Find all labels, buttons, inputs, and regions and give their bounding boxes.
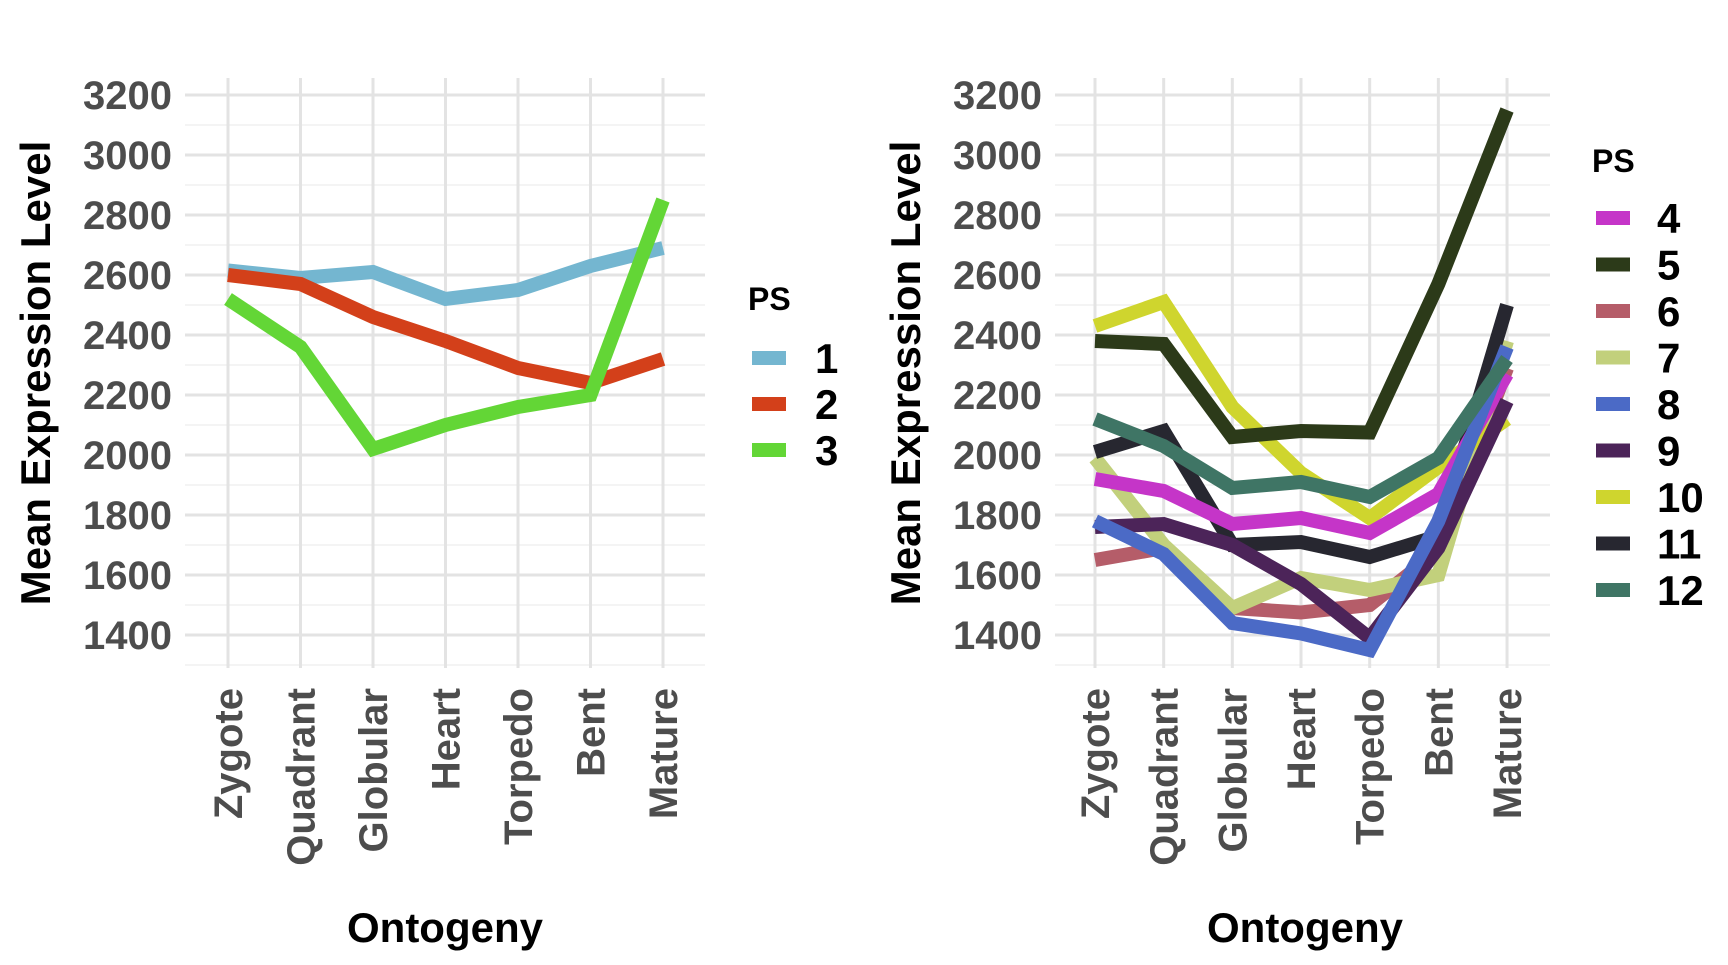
- x-tick-labels: Zygote Quadrant Globular Heart Torpedo Bent Ma…: [1074, 688, 1530, 866]
- x-tick-label: Heart: [425, 688, 469, 790]
- y-tick-label: 1600: [953, 554, 1042, 598]
- y-tick-label: 1800: [83, 494, 172, 538]
- x-tick-label: Zygote: [207, 688, 251, 819]
- y-tick-label: 1400: [953, 614, 1042, 658]
- y-tick-label: 2600: [83, 254, 172, 298]
- y-tick-label: 2000: [953, 434, 1042, 478]
- x-tick-label: Quadrant: [1143, 688, 1187, 866]
- y-axis-title: Mean Expression Level: [12, 141, 59, 606]
- series-line-ps-4: [1093, 370, 1514, 541]
- legend-item-ps-5: 5: [1596, 242, 1680, 289]
- series-line-ps-12: [1092, 355, 1513, 505]
- legend-title: PS: [748, 281, 791, 317]
- legend-title: PS: [1592, 143, 1635, 179]
- legend-item-ps-3: 3: [752, 427, 838, 474]
- x-axis-title: Ontogeny: [347, 904, 544, 951]
- legend-item-ps-2: 2: [752, 381, 838, 428]
- x-tick-label: Torpedo: [1349, 688, 1393, 845]
- chart-panel-1: 1400 1600 1800 2000 2200 2400 2600 2800 3000 3200…: [12, 74, 838, 951]
- y-tick-label: 3200: [83, 74, 172, 118]
- series-line-ps-9: [1094, 398, 1514, 648]
- legend-label: 5: [1657, 242, 1680, 289]
- chart-panel-2: 1400 1600 1800 2000 2200 2400 2600 2800 3000 3200…: [882, 74, 1704, 951]
- legend-label: 10: [1657, 474, 1704, 521]
- y-tick-label: 2600: [953, 254, 1042, 298]
- x-tick-label: Mature: [1486, 688, 1530, 819]
- y-tick-label: 2000: [83, 434, 172, 478]
- legend-item-ps-4: 4: [1596, 195, 1681, 242]
- x-tick-label: Torpedo: [497, 688, 541, 845]
- series-line-ps-3: [224, 197, 670, 458]
- y-tick-label: 2200: [83, 374, 172, 418]
- series-line-ps-8: [1091, 344, 1514, 659]
- legend-label: 7: [1657, 335, 1680, 382]
- x-tick-label: Heart: [1280, 688, 1324, 790]
- legend-label: 11: [1657, 521, 1701, 568]
- y-tick-label: 3000: [953, 134, 1042, 178]
- y-tick-label: 2800: [83, 194, 172, 238]
- x-axis-title: Ontogeny: [1207, 904, 1404, 951]
- x-tick-label: Mature: [642, 688, 686, 819]
- legend-item-ps-8: 8: [1596, 381, 1680, 428]
- y-tick-label: 1800: [953, 494, 1042, 538]
- series-lines: [224, 197, 670, 458]
- x-tick-label: Globular: [1211, 688, 1255, 852]
- y-tick-label: 2800: [953, 194, 1042, 238]
- y-tick-label: 1400: [83, 614, 172, 658]
- legend-label: 3: [815, 427, 838, 474]
- legend-label: 12: [1657, 567, 1704, 614]
- legend-label: 4: [1657, 195, 1681, 242]
- legend-label: 8: [1657, 381, 1680, 428]
- legend: PS 123: [748, 281, 838, 474]
- series-line-ps-10: [1092, 293, 1512, 527]
- legend-label: 9: [1657, 428, 1680, 475]
- legend-label: 1: [815, 335, 838, 382]
- y-tick-labels: 1400 1600 1800 2000 2200 2400 2600 2800 3000 3200: [83, 74, 172, 658]
- y-tick-label: 2400: [83, 314, 172, 358]
- y-tick-label: 1600: [83, 554, 172, 598]
- x-tick-label: Quadrant: [280, 688, 324, 866]
- x-tick-label: Bent: [1417, 688, 1461, 777]
- legend-item-ps-7: 7: [1596, 335, 1680, 382]
- y-axis-title: Mean Expression Level: [882, 141, 929, 606]
- x-tick-label: Globular: [352, 688, 396, 852]
- legend-item-ps-9: 9: [1596, 428, 1680, 475]
- x-tick-label: Bent: [570, 688, 614, 777]
- legend-label: 2: [815, 381, 838, 428]
- legend-item-ps-10: 10: [1596, 474, 1704, 521]
- y-tick-label: 2200: [953, 374, 1042, 418]
- y-tick-labels: 1400 1600 1800 2000 2200 2400 2600 2800 3000 3200: [953, 74, 1042, 658]
- series-lines: [1089, 107, 1514, 659]
- y-tick-label: 3000: [83, 134, 172, 178]
- series-line-ps-5: [1094, 107, 1514, 445]
- legend-item-ps-6: 6: [1596, 288, 1680, 335]
- y-tick-label: 3200: [953, 74, 1042, 118]
- legend-item-ps-12: 12: [1596, 567, 1704, 614]
- x-tick-label: Zygote: [1074, 688, 1118, 819]
- y-tick-label: 2400: [953, 314, 1042, 358]
- x-tick-labels: Zygote Quadrant Globular Heart Torpedo Bent Ma…: [207, 688, 686, 866]
- legend-item-ps-1: 1: [752, 335, 838, 382]
- legend-item-ps-11: 11: [1596, 521, 1701, 568]
- legend-label: 6: [1657, 288, 1680, 335]
